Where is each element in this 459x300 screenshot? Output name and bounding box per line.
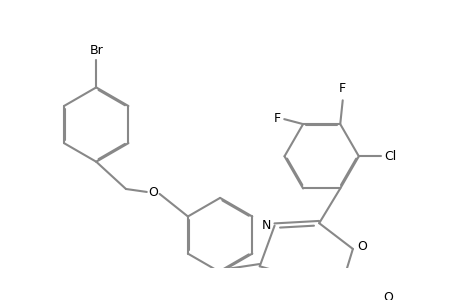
- Text: O: O: [148, 186, 158, 200]
- Text: F: F: [338, 82, 346, 95]
- Text: F: F: [273, 112, 280, 124]
- Text: O: O: [356, 240, 366, 253]
- Text: Cl: Cl: [384, 150, 396, 163]
- Text: Br: Br: [89, 44, 103, 57]
- Text: N: N: [261, 219, 270, 232]
- Text: O: O: [383, 292, 392, 300]
